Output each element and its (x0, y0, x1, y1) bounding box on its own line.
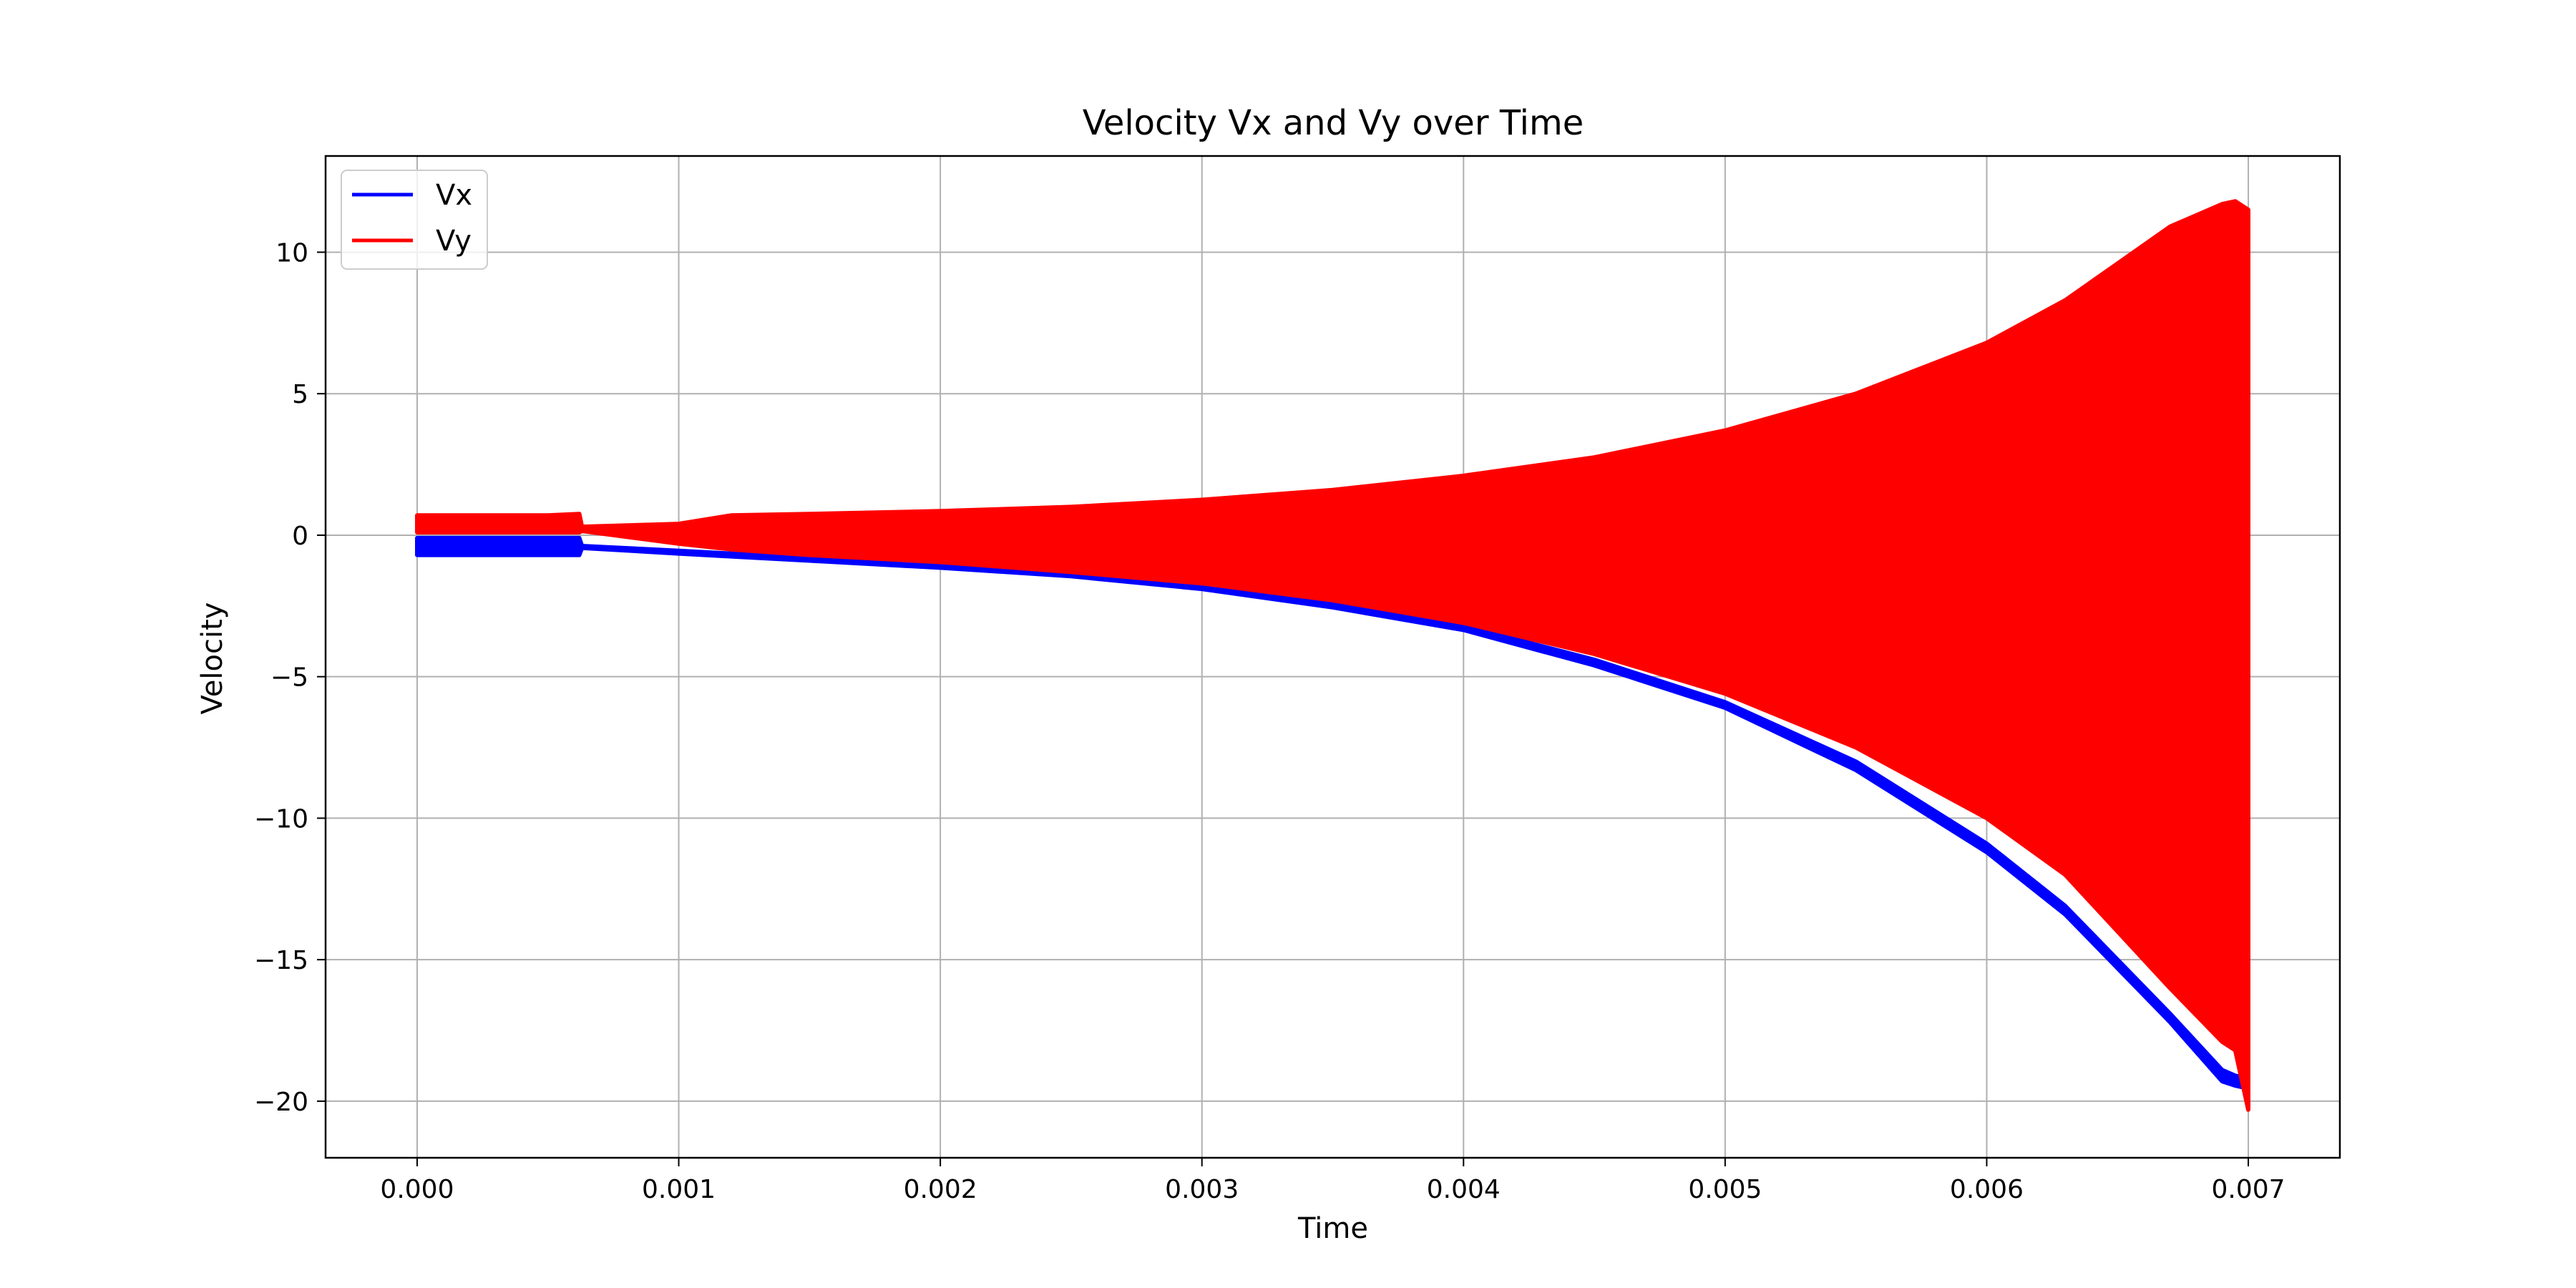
y-tick-label: 5 (292, 380, 308, 409)
x-tick-label: 0.003 (1165, 1175, 1239, 1204)
x-tick-label: 0.002 (904, 1175, 977, 1204)
x-axis-label: Time (1297, 1212, 1368, 1245)
x-tick-label: 0.001 (642, 1175, 716, 1204)
chart-title: Velocity Vx and Vy over Time (1083, 103, 1584, 143)
ticks: 0.000 0.001 0.002 0.003 0.004 0.005 0.006 0.007… (254, 238, 2285, 1204)
y-tick-label: −20 (254, 1088, 308, 1117)
x-tick-label: 0.005 (1688, 1175, 1762, 1204)
x-tick-label: 0.004 (1427, 1175, 1501, 1204)
legend-label-vx: Vx (436, 179, 472, 212)
y-tick-label: 10 (275, 238, 308, 268)
series-vy-band (415, 199, 2250, 1112)
x-tick-label: 0.006 (1950, 1175, 2024, 1204)
y-tick-label: −5 (270, 663, 308, 693)
y-tick-label: −10 (254, 804, 308, 834)
legend-label-vy: Vy (436, 225, 472, 258)
plot-frame (324, 155, 2341, 1159)
x-tick-label: 0.007 (2212, 1175, 2285, 1204)
x-tick-label: 0.000 (380, 1175, 454, 1204)
y-axis-label: Velocity (196, 602, 229, 715)
y-tick-label: −15 (254, 946, 308, 975)
y-tick-label: 0 (292, 522, 308, 551)
series-group (415, 199, 2250, 1112)
legend: Vx Vy (341, 170, 488, 270)
